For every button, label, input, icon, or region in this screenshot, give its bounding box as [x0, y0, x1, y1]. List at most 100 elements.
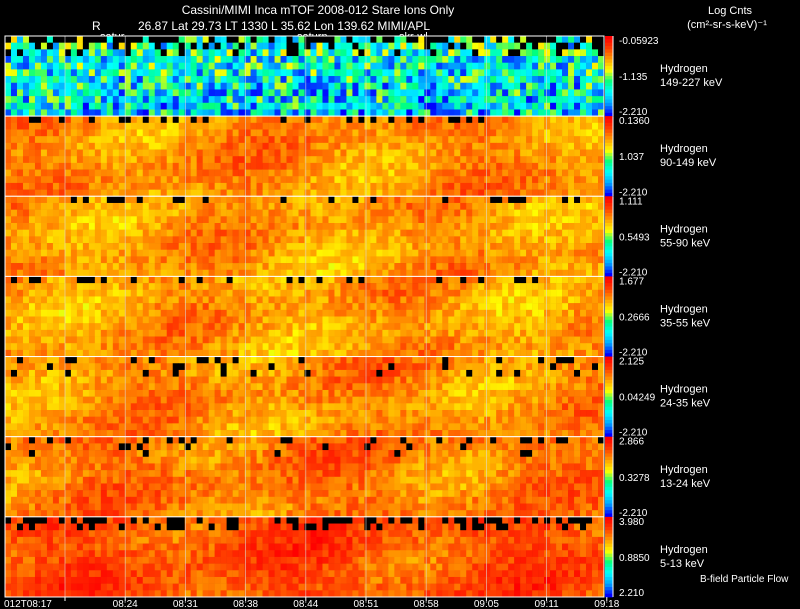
- heatmap-cell: [52, 42, 60, 50]
- heatmap-cell: [556, 116, 563, 124]
- heatmap-cell: [40, 109, 48, 117]
- heatmap-cell: [562, 349, 569, 357]
- heatmap-cell: [316, 323, 323, 331]
- heatmap-cell: [280, 202, 287, 210]
- heatmap-cell: [22, 136, 30, 144]
- heatmap-cell: [502, 56, 509, 64]
- heatmap-cell: [406, 36, 413, 43]
- heatmap-cell: [544, 122, 551, 130]
- heatmap-cell: [424, 149, 431, 157]
- heatmap-cell: [154, 42, 162, 50]
- heatmap-cell: [430, 223, 437, 230]
- heatmap-cell: [442, 176, 449, 184]
- heatmap-cell: [520, 209, 527, 217]
- heatmap-cell: [232, 202, 239, 210]
- heatmap-cell: [556, 196, 563, 204]
- heatmap-cell: [478, 269, 485, 277]
- heatmap-cell: [538, 296, 545, 304]
- heatmap-cell: [208, 122, 215, 130]
- heatmap-cell: [136, 56, 144, 64]
- heatmap-cell: [172, 89, 180, 97]
- heatmap-cell: [592, 249, 599, 257]
- heatmap-cell: [394, 296, 401, 304]
- heatmap-cell: [298, 289, 305, 297]
- heatmap-cell: [412, 303, 419, 311]
- heatmap-cell: [184, 56, 191, 64]
- heatmap-cell: [22, 42, 30, 50]
- heatmap-cell: [286, 182, 293, 190]
- heatmap-cell: [550, 156, 557, 164]
- heatmap-cell: [292, 142, 299, 150]
- heatmap-cell: [256, 116, 263, 124]
- heatmap-cell: [94, 329, 102, 337]
- heatmap-cell: [592, 316, 599, 324]
- heatmap-cell: [10, 236, 18, 244]
- heatmap-cell: [382, 349, 389, 357]
- heatmap-cell: [142, 276, 150, 284]
- heatmap-cell: [460, 102, 467, 110]
- heatmap-cell: [142, 36, 150, 43]
- heatmap-cell: [94, 89, 102, 97]
- heatmap-cell: [148, 69, 156, 77]
- heatmap-cell: [190, 182, 197, 190]
- heatmap-cell: [562, 229, 569, 237]
- heatmap-cell: [16, 209, 24, 217]
- heatmap-cell: [412, 69, 419, 77]
- heatmap-cell: [340, 229, 347, 237]
- heatmap-cell: [52, 349, 60, 357]
- heatmap-cell: [334, 263, 341, 271]
- heatmap-cell: [544, 283, 551, 291]
- heatmap-cell: [370, 96, 377, 104]
- heatmap-cell: [442, 42, 449, 50]
- heatmap-cell: [220, 229, 227, 237]
- heatmap-cell: [22, 209, 30, 217]
- heatmap-cell: [352, 343, 359, 351]
- heatmap-cell: [544, 289, 551, 297]
- heatmap-cell: [286, 303, 293, 311]
- heatmap-cell: [166, 156, 174, 164]
- heatmap-cell: [274, 189, 281, 197]
- heatmap-cell: [268, 116, 275, 124]
- heatmap-cell: [196, 196, 203, 204]
- heatmap-cell: [508, 42, 515, 50]
- heatmap-cell: [46, 42, 54, 50]
- heatmap-cell: [580, 149, 587, 157]
- heatmap-cell: [352, 202, 359, 210]
- heatmap-cell: [16, 289, 24, 297]
- heatmap-cell: [598, 109, 605, 117]
- heatmap-cell: [574, 263, 581, 271]
- heatmap-cell: [106, 276, 114, 284]
- heatmap-cell: [514, 49, 521, 57]
- heatmap-cell: [160, 129, 168, 137]
- heatmap-cell: [340, 176, 347, 184]
- heatmap-cell: [382, 69, 389, 77]
- heatmap-cell: [5, 62, 12, 70]
- heatmap-cell: [568, 109, 575, 117]
- heatmap-cell: [394, 309, 401, 317]
- heatmap-cell: [520, 269, 527, 277]
- heatmap-cell: [304, 76, 311, 84]
- heatmap-cell: [124, 309, 132, 317]
- heatmap-cell: [436, 236, 443, 244]
- heatmap-cell: [436, 62, 443, 70]
- heatmap-cell: [202, 62, 209, 70]
- heatmap-cell: [490, 296, 497, 304]
- heatmap-cell: [262, 116, 269, 124]
- heatmap-cell: [34, 169, 42, 177]
- heatmap-cell: [220, 216, 227, 224]
- heatmap-cell: [172, 36, 180, 43]
- heatmap-cell: [538, 283, 545, 291]
- heatmap-cell: [274, 329, 281, 337]
- heatmap-cell: [88, 142, 96, 150]
- heatmap-cell: [166, 209, 174, 217]
- heatmap-cell: [304, 42, 311, 50]
- heatmap-cell: [160, 316, 168, 324]
- heatmap-cell: [52, 249, 60, 257]
- heatmap-cell: [424, 96, 431, 104]
- heatmap-cell: [376, 349, 383, 357]
- heatmap-cell: [292, 102, 299, 110]
- heatmap-cell: [76, 216, 84, 224]
- heatmap-cell: [352, 62, 359, 70]
- heatmap-cell: [520, 329, 527, 337]
- heatmap-cell: [424, 82, 431, 90]
